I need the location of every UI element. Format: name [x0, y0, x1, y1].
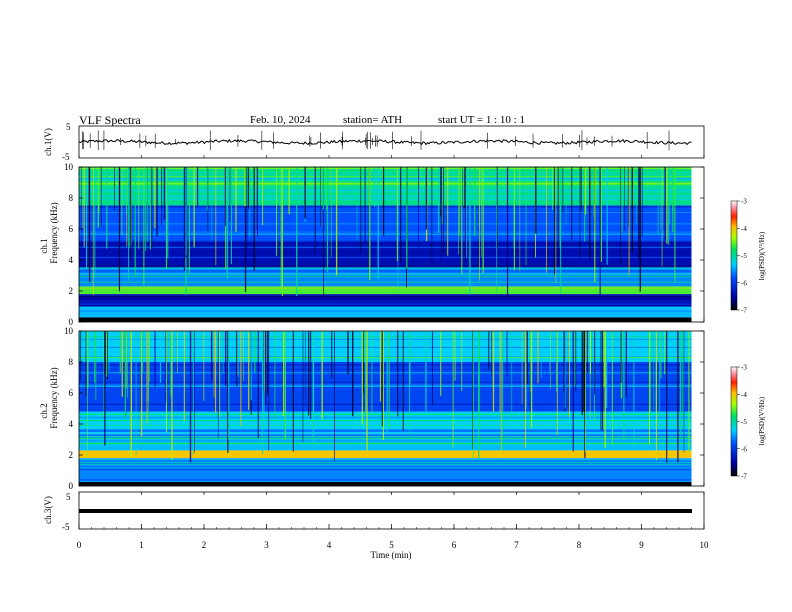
figure-date: Feb. 10, 2024	[250, 114, 311, 126]
ch1-spectrogram-panel: 0 2 4 6 8 10 ch.1 Frequency (kHz)	[39, 162, 705, 327]
ch2-spectrogram-panel: 0 2 4 6 8 10 ch.2 Frequency (kHz)	[39, 326, 705, 491]
ch3-ytick-bottom: -5	[62, 522, 70, 532]
spectrogram-blank	[691, 167, 704, 322]
colorbar-tick-label: -5	[741, 418, 747, 426]
freq-ytick-label: 0	[69, 481, 74, 491]
ch1-spectrogram-ylabel-channel: ch.1	[39, 238, 49, 253]
x-tick-label: 7	[514, 540, 519, 550]
ch1-ytick-bottom: -5	[62, 152, 70, 162]
x-tick-label: 0	[77, 540, 82, 550]
colorbar-tick-label: -4	[741, 225, 747, 233]
ch2-colorbar-gradient	[730, 366, 738, 477]
colorbar-tick-label: -3	[741, 364, 747, 372]
x-tick-label: 4	[327, 540, 332, 550]
ch1-spectrogram-ylabel-frequency: Frequency (kHz)	[49, 202, 59, 263]
ch1-waveform-panel: 5 -5 ch.1(V)	[43, 122, 705, 162]
x-axis-label: Time (min)	[371, 550, 412, 560]
freq-ytick-label: 4	[69, 255, 74, 265]
freq-ytick-label: 10	[64, 162, 74, 172]
freq-ytick-label: 8	[69, 357, 74, 367]
figure-title: VLF Spectra	[79, 113, 141, 127]
freq-ytick-label: 8	[69, 193, 74, 203]
figure-station: station= ATH	[343, 114, 402, 126]
ch1-colorbar-label: log(PSD)(V²/Hz)	[758, 231, 766, 280]
ch1-waveform-trace	[78, 138, 692, 146]
figure-start-time: start UT = 1 : 10 : 1	[438, 114, 525, 126]
ch2-spectrogram-ylabel-frequency: Frequency (kHz)	[49, 367, 59, 428]
ch1-colorbar: -3 -4 -5 -6 -7 log(PSD)(V²/Hz)	[730, 198, 766, 315]
freq-ytick-label: 2	[69, 286, 74, 296]
freq-ytick-label: 2	[69, 450, 74, 460]
spectrogram-band	[79, 458, 692, 483]
ch2-spectrogram-image	[79, 331, 704, 487]
x-tick-label: 9	[639, 540, 644, 550]
ch2-colorbar-label: log(PSD)(V²/Hz)	[758, 396, 766, 445]
spectrogram-lowband	[79, 482, 692, 486]
ch2-colorbar: -3 -4 -5 -6 -7 log(PSD)(V²/Hz)	[730, 364, 766, 481]
colorbar-tick-label: -4	[741, 391, 747, 399]
freq-ytick-label: 4	[69, 419, 74, 429]
spectrogram-blank	[691, 331, 704, 486]
ch3-waveform-ylabel: ch.3(V)	[43, 496, 53, 524]
x-tick-label: 2	[202, 540, 207, 550]
colorbar-tick-label: -7	[741, 473, 747, 481]
x-tick-label: 10	[700, 540, 710, 550]
ch1-ytick-top: 5	[66, 122, 71, 132]
x-tick-label: 6	[452, 540, 457, 550]
ch2-spectrogram-ylabel-channel: ch.2	[39, 403, 49, 418]
spectrogram-band	[79, 306, 692, 318]
ch3-ytick-top: 5	[66, 492, 71, 502]
colorbar-tick-label: -6	[741, 445, 747, 453]
ch1-colorbar-gradient	[730, 200, 738, 311]
spectrogram-lowband	[79, 318, 692, 322]
freq-ytick-label: 10	[64, 326, 74, 336]
spectrogram-band	[79, 450, 692, 459]
freq-ytick-label: 6	[69, 388, 74, 398]
freq-ytick-label: 6	[69, 224, 74, 234]
x-tick-label: 8	[577, 540, 582, 550]
x-tick-label: 5	[389, 540, 394, 550]
ch1-spectrogram-image	[79, 166, 704, 322]
ch1-waveform-ylabel: ch.1(V)	[43, 128, 53, 156]
colorbar-tick-label: -3	[741, 198, 747, 206]
x-tick-label: 3	[264, 540, 269, 550]
freq-ytick-label: 0	[69, 317, 74, 327]
spectrogram-band	[79, 286, 692, 295]
ch3-waveform-panel: 5 -5 ch.3(V) 0 1 2 3 4 5 6 7 8 9 10 Time (min)	[43, 491, 710, 560]
x-tick-label: 1	[139, 540, 144, 550]
colorbar-tick-label: -6	[741, 279, 747, 287]
colorbar-tick-label: -7	[741, 307, 747, 315]
colorbar-tick-label: -5	[741, 252, 747, 260]
